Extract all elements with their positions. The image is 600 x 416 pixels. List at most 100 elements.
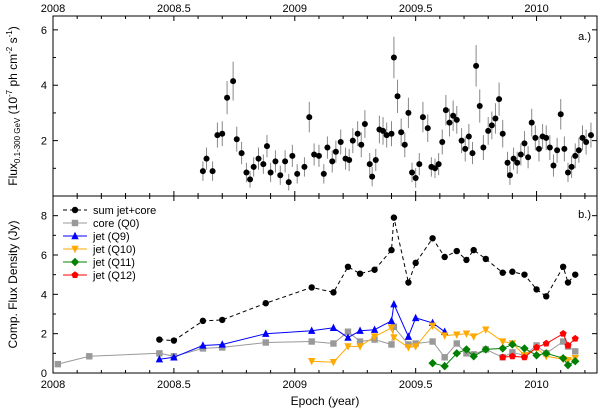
flux-data-point	[446, 119, 453, 126]
flux-data-point	[424, 125, 431, 132]
flux-data-point	[324, 144, 331, 151]
flux-data-point	[583, 139, 590, 145]
flux-data-point	[458, 137, 465, 144]
flux-data-point	[380, 127, 387, 134]
series-point-jet-q10	[329, 358, 338, 367]
legend-label-jet-q10: jet (Q10)	[92, 244, 136, 256]
flux-data-point	[361, 121, 368, 127]
series-point-sum-jet-core	[564, 279, 572, 286]
y-tick-label: 4	[41, 289, 47, 301]
series-point-jet-q9	[411, 313, 420, 322]
flux-data-point	[260, 161, 267, 168]
flux-data-point	[388, 130, 395, 137]
series-point-jet-q10	[482, 326, 490, 334]
flux-data-point	[416, 161, 423, 168]
flux-data-point	[301, 163, 308, 170]
flux-data-point	[203, 155, 210, 162]
series-point-sum-jet-core	[521, 271, 528, 278]
legend-marker-jet-q12	[71, 271, 79, 278]
flux-data-point	[453, 116, 460, 123]
flux-data-point	[354, 130, 361, 137]
flux-data-point	[561, 145, 568, 152]
flux-data-point	[535, 145, 542, 152]
series-point-jet-q10	[370, 333, 379, 341]
flux-data-point	[546, 144, 553, 151]
flux-data-point	[250, 163, 257, 170]
series-point-jet-q11	[469, 352, 478, 361]
series-point-core-q0	[388, 341, 395, 348]
series-point-jet-q12	[571, 334, 579, 342]
series-point-core-q0	[429, 338, 436, 345]
top-axis-tick-label: 2010	[524, 3, 548, 15]
flux-data-point	[337, 139, 344, 145]
series-point-jet-q11	[563, 360, 573, 370]
series-point-jet-q9	[170, 353, 178, 361]
flux-data-point	[199, 168, 206, 175]
flux-data-point	[390, 54, 397, 61]
series-point-jet-q11	[440, 361, 449, 371]
series-point-sum-jet-core	[543, 293, 550, 300]
flux-data-point	[575, 147, 582, 154]
flux-data-point	[366, 161, 373, 168]
flux-data-point	[572, 152, 579, 159]
series-point-jet-q10	[411, 343, 420, 351]
series-line-core-q0	[57, 325, 576, 365]
top-panel: 2008 2008.5 2009 2009.5 2010 2 4 6 a.) Flux0.1-30…	[5, 3, 598, 197]
series-point-jet-q10	[387, 324, 396, 332]
flux-data-point	[289, 152, 296, 159]
y-tick-label: 6	[41, 250, 47, 262]
flux-data-point	[499, 130, 506, 137]
flux-data-point	[488, 122, 495, 129]
top-panel-frame	[52, 15, 598, 197]
series-point-jet-q10	[344, 343, 352, 351]
series-point-sum-jet-core	[429, 235, 436, 242]
flux-data-point	[568, 163, 575, 170]
series-point-sum-jet-core	[559, 263, 567, 270]
series-point-jet-q9	[404, 332, 413, 340]
panel-label-a: a.)	[578, 31, 591, 43]
series-point-jet-q9	[344, 333, 352, 341]
series-point-core-q0	[308, 338, 315, 345]
flux-data-point	[480, 144, 487, 151]
series-point-core-q0	[509, 349, 516, 356]
series-point-sum-jet-core	[156, 336, 163, 343]
series-point-jet-q12	[559, 329, 567, 337]
series-point-sum-jet-core	[509, 268, 516, 275]
flux-data-point	[532, 134, 539, 141]
series-point-jet-q12	[520, 353, 528, 361]
series-point-core-q0	[54, 360, 62, 368]
flux-data-point	[528, 119, 535, 126]
series-point-jet-q10	[462, 330, 471, 338]
top-y-tick-label: 2	[41, 136, 47, 148]
flux-data-point	[579, 134, 586, 141]
series-point-jet-q10	[404, 344, 413, 352]
x-tick-label: 2008.5	[157, 379, 191, 391]
series-point-jet-q9	[308, 326, 316, 334]
flux-data-point	[521, 140, 528, 147]
series-point-core-q0	[330, 340, 337, 347]
flux-data-point	[473, 62, 480, 69]
flux-data-point	[282, 158, 289, 165]
series-point-jet-q9	[199, 341, 207, 349]
flux-data-point	[238, 150, 245, 157]
flux-data-point	[306, 114, 313, 121]
top-axis-tick-label: 2008	[41, 3, 65, 15]
series-point-core-q0	[559, 338, 567, 345]
series-point-jet-q11	[498, 344, 507, 353]
series-point-jet-q10	[499, 338, 507, 346]
flux-data-point	[263, 143, 270, 150]
series-point-jet-q11	[508, 340, 517, 349]
flux-data-point	[496, 96, 503, 103]
legend-marker-sum-jet-core	[71, 206, 79, 214]
flux-data-point	[320, 170, 327, 177]
flux-data-point	[209, 168, 216, 175]
legend-label-sum-jet-core: sum jet+core	[93, 205, 156, 217]
flux-data-point	[450, 112, 457, 119]
series-point-jet-q11	[532, 351, 541, 360]
series-point-sum-jet-core	[170, 337, 178, 344]
legend-label-jet-q11: jet (Q11)	[92, 257, 135, 269]
series-point-jet-q12	[499, 353, 507, 361]
bottom-panel-frame	[52, 195, 598, 374]
series-point-sum-jet-core	[453, 247, 460, 255]
